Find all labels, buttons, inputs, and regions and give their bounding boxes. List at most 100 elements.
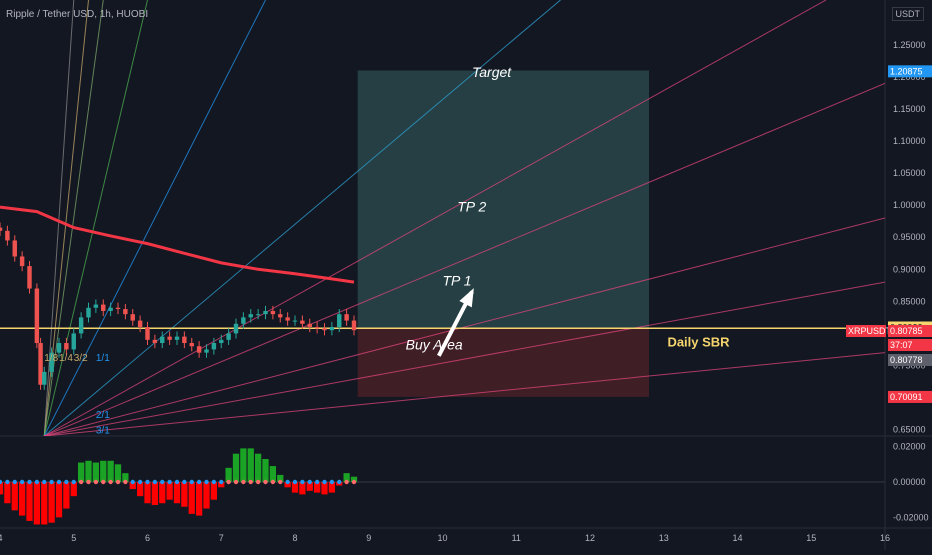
candle-body bbox=[71, 333, 76, 350]
oscillator-zero-marker bbox=[189, 479, 194, 485]
oscillator-zero-marker bbox=[71, 479, 76, 485]
oscillator-zero-marker bbox=[351, 479, 357, 485]
histogram-bar bbox=[166, 482, 173, 500]
candle-body bbox=[307, 323, 312, 327]
histogram-bar bbox=[151, 482, 159, 505]
oscillator-zero-marker bbox=[182, 479, 187, 485]
candle-body bbox=[42, 371, 47, 385]
oscillator-zero-marker bbox=[56, 479, 62, 485]
candle-body bbox=[196, 346, 202, 353]
time-tick-label: 8 bbox=[292, 533, 297, 543]
candle-body bbox=[130, 314, 135, 321]
histogram-bar bbox=[48, 482, 55, 523]
price-tick-label: 0.90000 bbox=[893, 264, 926, 274]
oscillator-tick-label: 0.00000 bbox=[893, 477, 926, 487]
candle-body bbox=[49, 352, 54, 372]
time-tick-label: 5 bbox=[71, 533, 76, 543]
histogram-bar bbox=[203, 482, 210, 509]
oscillator-zero-marker bbox=[123, 479, 128, 485]
histogram-bar bbox=[254, 453, 262, 482]
histogram-bar bbox=[85, 460, 92, 482]
candle-body bbox=[137, 320, 143, 327]
price-tick-label: 0.95000 bbox=[893, 232, 926, 242]
candle-body bbox=[0, 227, 3, 231]
price-label-box bbox=[888, 390, 932, 403]
histogram-bar bbox=[0, 482, 4, 495]
candle-body bbox=[278, 314, 283, 318]
time-tick-label: 7 bbox=[219, 533, 224, 543]
candle-body bbox=[86, 307, 91, 318]
oscillator-zero-marker bbox=[241, 479, 246, 485]
histogram-bar bbox=[328, 482, 336, 493]
oscillator-zero-marker bbox=[196, 479, 202, 485]
price-tick-label: 1.25000 bbox=[893, 40, 926, 50]
oscillator-zero-marker bbox=[19, 479, 25, 485]
support-level-label: Daily SBR bbox=[667, 334, 730, 349]
moving-average-line bbox=[0, 205, 355, 284]
histogram-bar bbox=[92, 462, 100, 482]
histogram-bar bbox=[129, 482, 136, 490]
candle-body bbox=[160, 336, 165, 344]
candle-body bbox=[300, 320, 305, 324]
candle-body bbox=[292, 320, 298, 322]
histogram-bar bbox=[284, 482, 291, 488]
candle-body bbox=[314, 327, 320, 329]
oscillator-zero-marker bbox=[329, 479, 335, 485]
fan-line bbox=[44, 82, 885, 436]
oscillator-zero-marker bbox=[307, 479, 312, 485]
histogram-bar bbox=[232, 453, 240, 482]
histogram-bar bbox=[144, 482, 151, 504]
oscillator-zero-marker bbox=[167, 479, 172, 485]
fan-label: 1/4 bbox=[59, 353, 73, 364]
time-tick-label: 11 bbox=[512, 533, 521, 543]
oscillator-zero-marker bbox=[78, 479, 84, 485]
oscillator-zero-marker bbox=[5, 479, 10, 485]
fan-line bbox=[43, 0, 561, 436]
candle-body bbox=[204, 349, 209, 353]
oscillator-zero-marker bbox=[12, 479, 17, 485]
histogram-bar bbox=[262, 459, 269, 482]
histogram-bar bbox=[313, 482, 321, 493]
candle-body bbox=[248, 314, 253, 318]
candle-body bbox=[270, 310, 276, 315]
fan-line bbox=[44, 281, 885, 436]
candle-body bbox=[337, 314, 342, 327]
price-label-box bbox=[888, 65, 932, 78]
histogram-bar bbox=[240, 448, 247, 482]
candle-body bbox=[101, 304, 106, 311]
price-tick-label: 1.05000 bbox=[893, 168, 926, 178]
candle-body bbox=[189, 343, 194, 347]
histogram-bar bbox=[247, 448, 254, 482]
candle-body bbox=[329, 327, 335, 331]
histogram-bar bbox=[63, 482, 70, 509]
histogram-bar bbox=[114, 464, 122, 482]
oscillator-zero-marker bbox=[270, 479, 276, 485]
oscillator-zero-marker bbox=[49, 479, 54, 485]
histogram-bar bbox=[4, 482, 11, 504]
annotation-label: Target bbox=[472, 64, 512, 80]
fan-label: 1/8 bbox=[44, 353, 58, 364]
oscillator-zero-marker bbox=[42, 479, 47, 485]
candle-body bbox=[123, 309, 128, 315]
currency-badge[interactable]: USDT bbox=[891, 7, 924, 21]
target-zone bbox=[357, 70, 649, 329]
price-label-text: 37:07 bbox=[890, 340, 913, 350]
price-label-box bbox=[888, 354, 932, 366]
histogram-bar bbox=[159, 482, 166, 504]
candle-body bbox=[78, 317, 84, 334]
oscillator-zero-marker bbox=[211, 479, 217, 485]
price-label-text: XRPUSDT bbox=[848, 326, 892, 336]
buy-arrow-head bbox=[459, 288, 474, 308]
price-tick-label: 1.15000 bbox=[893, 104, 926, 114]
histogram-bar bbox=[100, 460, 107, 482]
oscillator-zero-marker bbox=[344, 479, 349, 485]
histogram-bar bbox=[107, 460, 114, 482]
oscillator-zero-marker bbox=[27, 479, 32, 485]
histogram-bar bbox=[291, 482, 299, 493]
oscillator-zero-marker bbox=[64, 479, 69, 485]
time-tick-label: 4 bbox=[0, 533, 3, 543]
time-tick-label: 6 bbox=[145, 533, 150, 543]
histogram-bar bbox=[18, 482, 26, 516]
